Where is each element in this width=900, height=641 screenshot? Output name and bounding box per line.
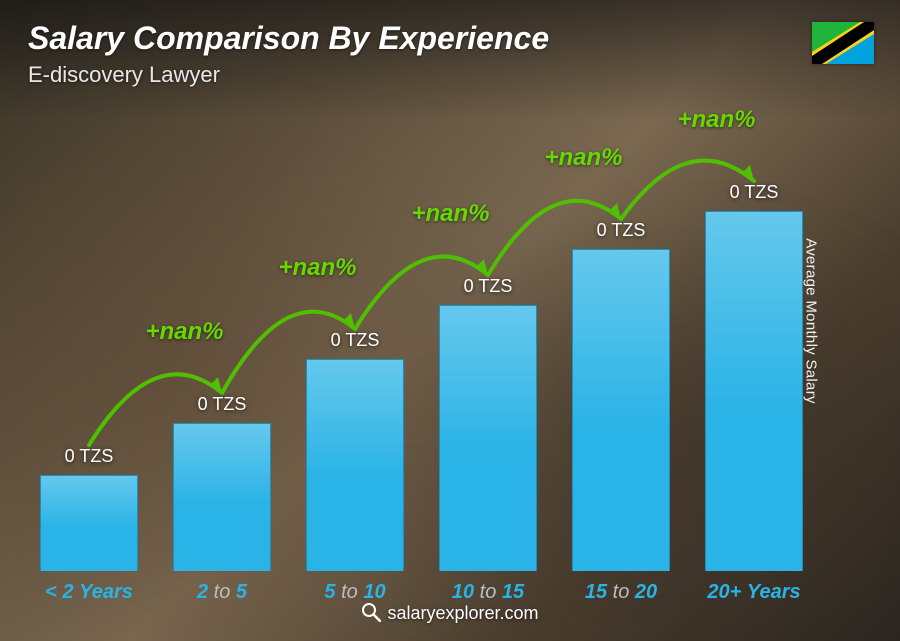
magnifier-icon <box>361 602 381 627</box>
category-label: 20+ Years <box>676 581 833 604</box>
footer-text: salaryexplorer.com <box>387 603 538 623</box>
chart-subtitle: E-discovery Lawyer <box>28 62 220 88</box>
infographic-container: Salary Comparison By Experience E-discov… <box>0 0 900 641</box>
country-flag-tanzania <box>812 22 874 64</box>
delta-label: +nan% <box>678 106 756 134</box>
chart-title: Salary Comparison By Experience <box>28 20 549 57</box>
bar-chart: 0 TZS< 2 Years0 TZS2 to 50 TZS5 to 100 T… <box>40 110 830 571</box>
increase-arrow <box>581 86 794 571</box>
footer-attribution: salaryexplorer.com <box>0 602 900 627</box>
